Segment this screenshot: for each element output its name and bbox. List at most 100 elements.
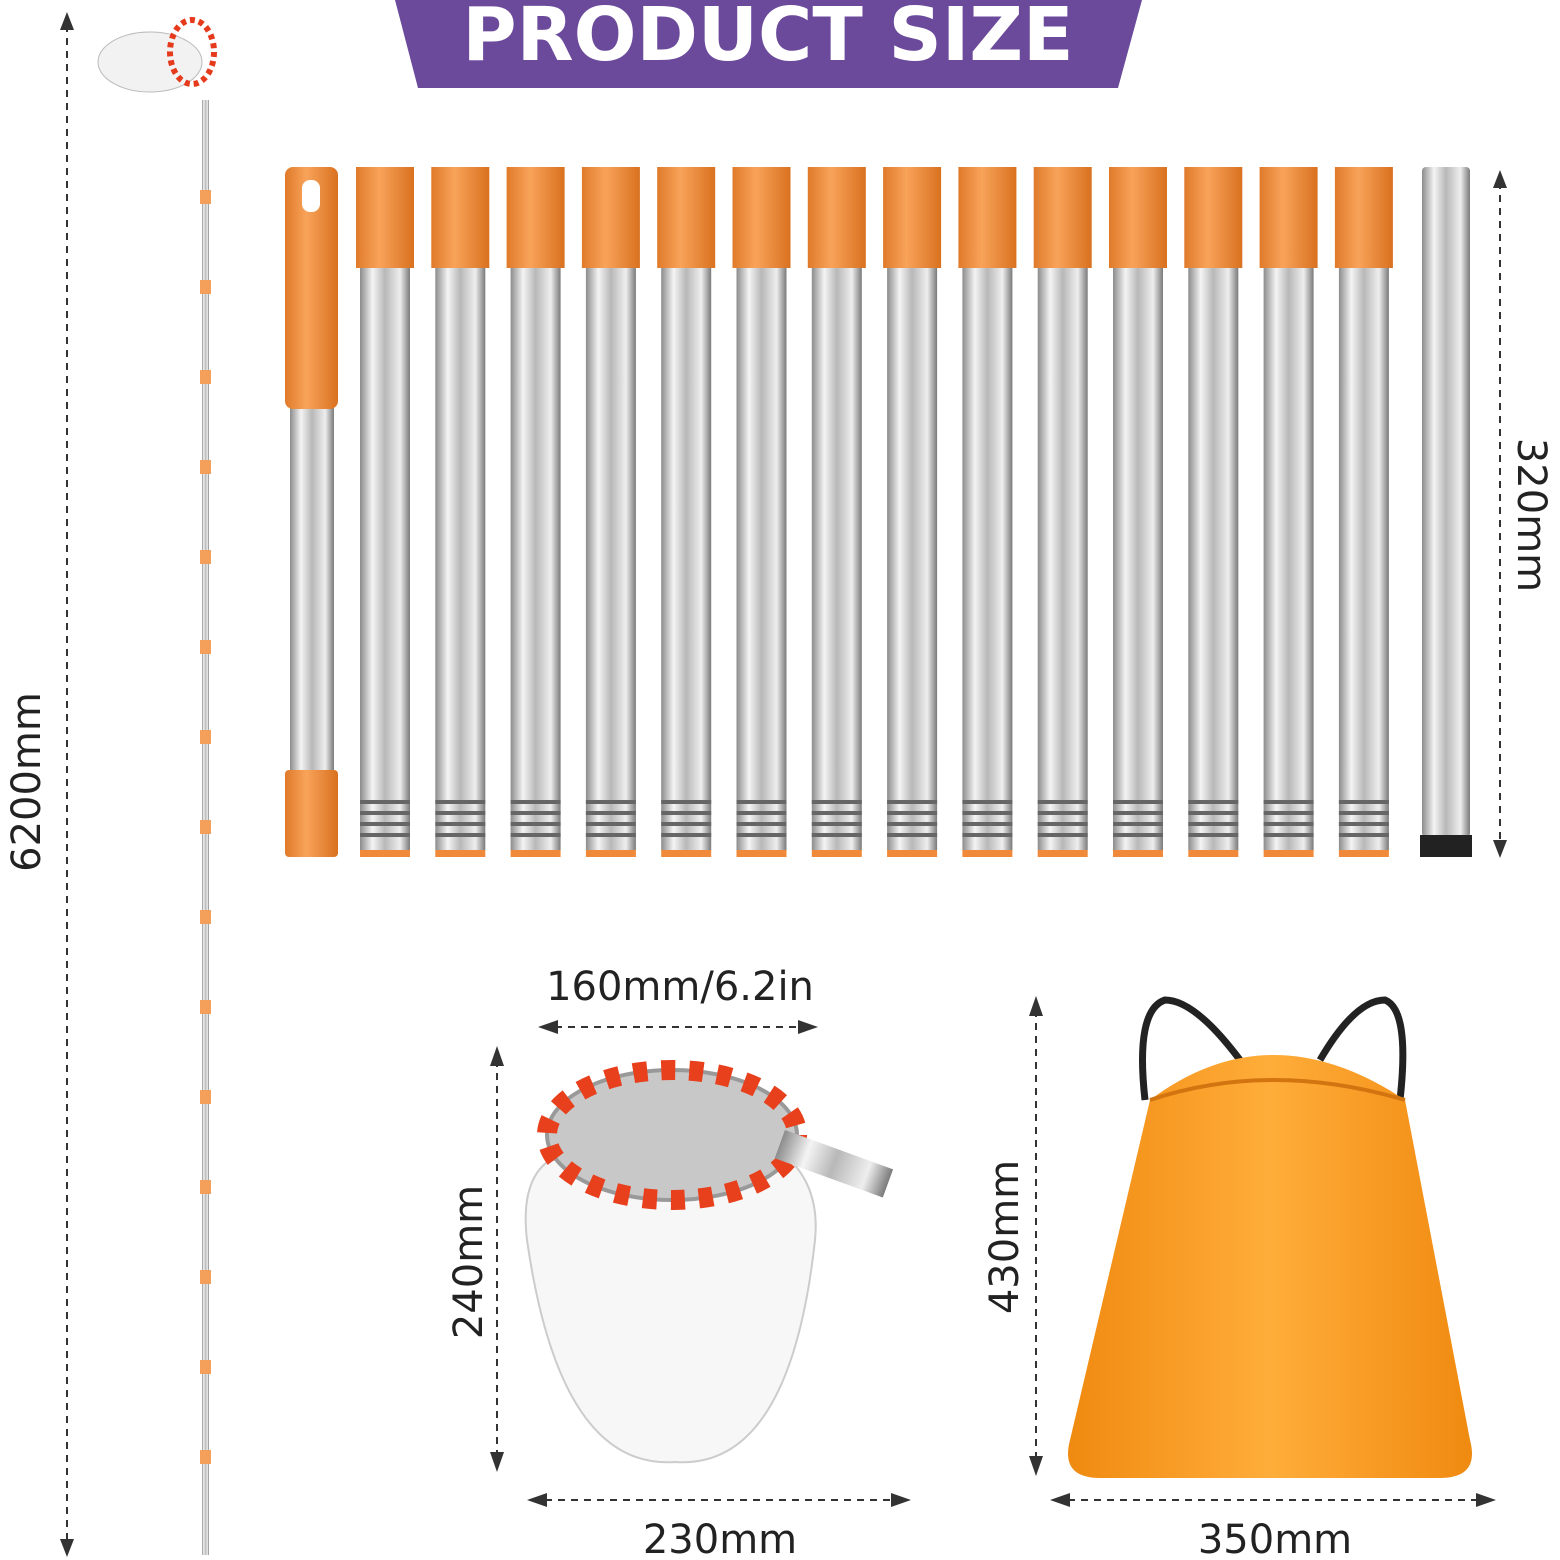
- bag-height-label: 430mm: [982, 1160, 1028, 1314]
- basket-height-label: 240mm: [446, 1185, 492, 1339]
- section-cap: [732, 167, 791, 268]
- section-foot: [811, 850, 862, 857]
- thread: [1188, 822, 1239, 826]
- section-tube: [360, 260, 410, 850]
- thread: [736, 822, 787, 826]
- section-cap: [1109, 167, 1167, 268]
- thread: [435, 811, 486, 815]
- title: PRODUCT SIZE: [462, 0, 1073, 78]
- section-foot: [887, 850, 938, 857]
- thread: [510, 822, 561, 826]
- pole-band: [200, 1090, 211, 1104]
- section-foot: [1037, 850, 1088, 857]
- pole-band: [200, 550, 211, 564]
- section-tube: [962, 260, 1013, 850]
- section-cap: [1334, 167, 1393, 268]
- pole-band: [200, 370, 211, 384]
- thread: [1263, 811, 1314, 815]
- thread: [435, 822, 486, 826]
- handle-grip: [285, 167, 338, 409]
- thread: [1338, 833, 1389, 837]
- thread: [736, 800, 787, 804]
- thread: [1037, 811, 1088, 815]
- pole-bands: [200, 190, 211, 1464]
- thread: [811, 800, 862, 804]
- thread: [661, 811, 712, 815]
- section-foot: [1188, 850, 1239, 857]
- pole-band: [200, 1270, 211, 1284]
- thread: [887, 800, 938, 804]
- section-foot: [1338, 850, 1389, 857]
- thread: [360, 833, 410, 837]
- thread: [1338, 822, 1389, 826]
- drawstring-bag: [1068, 996, 1472, 1478]
- thread: [1338, 811, 1389, 815]
- section-cap: [581, 167, 640, 268]
- section-tube: [510, 260, 561, 850]
- section-cap: [807, 167, 866, 268]
- thread: [1113, 811, 1163, 815]
- pole-band: [200, 190, 211, 204]
- thread: [1263, 800, 1314, 804]
- thread: [887, 811, 938, 815]
- thread: [661, 800, 712, 804]
- pole-band: [200, 280, 211, 294]
- section-foot: [360, 850, 410, 857]
- thread: [435, 833, 486, 837]
- end-cap: [1420, 835, 1472, 857]
- thread: [510, 811, 561, 815]
- thread: [736, 833, 787, 837]
- end-tube: [1422, 167, 1470, 837]
- thread: [585, 833, 636, 837]
- thread: [1188, 833, 1239, 837]
- handle-end: [285, 770, 338, 857]
- section-foot: [1263, 850, 1314, 857]
- section-foot: [585, 850, 636, 857]
- thread: [811, 811, 862, 815]
- section-cap: [657, 167, 716, 268]
- thread: [1037, 833, 1088, 837]
- length-label: 6200mm: [4, 692, 50, 872]
- section-cap: [883, 167, 942, 268]
- handle-tube: [290, 400, 334, 780]
- thread: [661, 833, 712, 837]
- thread: [1113, 822, 1163, 826]
- thread: [661, 822, 712, 826]
- section-cap: [431, 167, 490, 268]
- thread: [962, 822, 1013, 826]
- section-tube: [1338, 260, 1389, 850]
- section-tube: [811, 260, 862, 850]
- title-banner: [395, 0, 1142, 88]
- section-foot: [962, 850, 1013, 857]
- section-cap: [1184, 167, 1243, 268]
- thread: [585, 822, 636, 826]
- section-cap: [958, 167, 1017, 268]
- section-tube: [1037, 260, 1088, 850]
- bag-width-label: 350mm: [1198, 1517, 1352, 1560]
- thread: [962, 811, 1013, 815]
- thread: [811, 822, 862, 826]
- section-tube: [887, 260, 938, 850]
- handle-hole: [302, 180, 320, 212]
- thread: [887, 822, 938, 826]
- thread: [360, 811, 410, 815]
- section-tube: [736, 260, 787, 850]
- pole-sections: [285, 167, 1472, 857]
- basket: [524, 1060, 894, 1464]
- diameter-label: 160mm/6.2in: [546, 964, 814, 1010]
- thread: [510, 833, 561, 837]
- section-foot: [435, 850, 486, 857]
- pole-band: [200, 730, 211, 744]
- thread: [962, 800, 1013, 804]
- section-tube: [435, 260, 486, 850]
- thread: [1188, 800, 1239, 804]
- thread: [1338, 800, 1389, 804]
- section-tube: [585, 260, 636, 850]
- thread: [736, 811, 787, 815]
- thread: [1263, 833, 1314, 837]
- thread: [1113, 833, 1163, 837]
- section-cap: [1033, 167, 1092, 268]
- thread: [510, 800, 561, 804]
- pole-band: [200, 820, 211, 834]
